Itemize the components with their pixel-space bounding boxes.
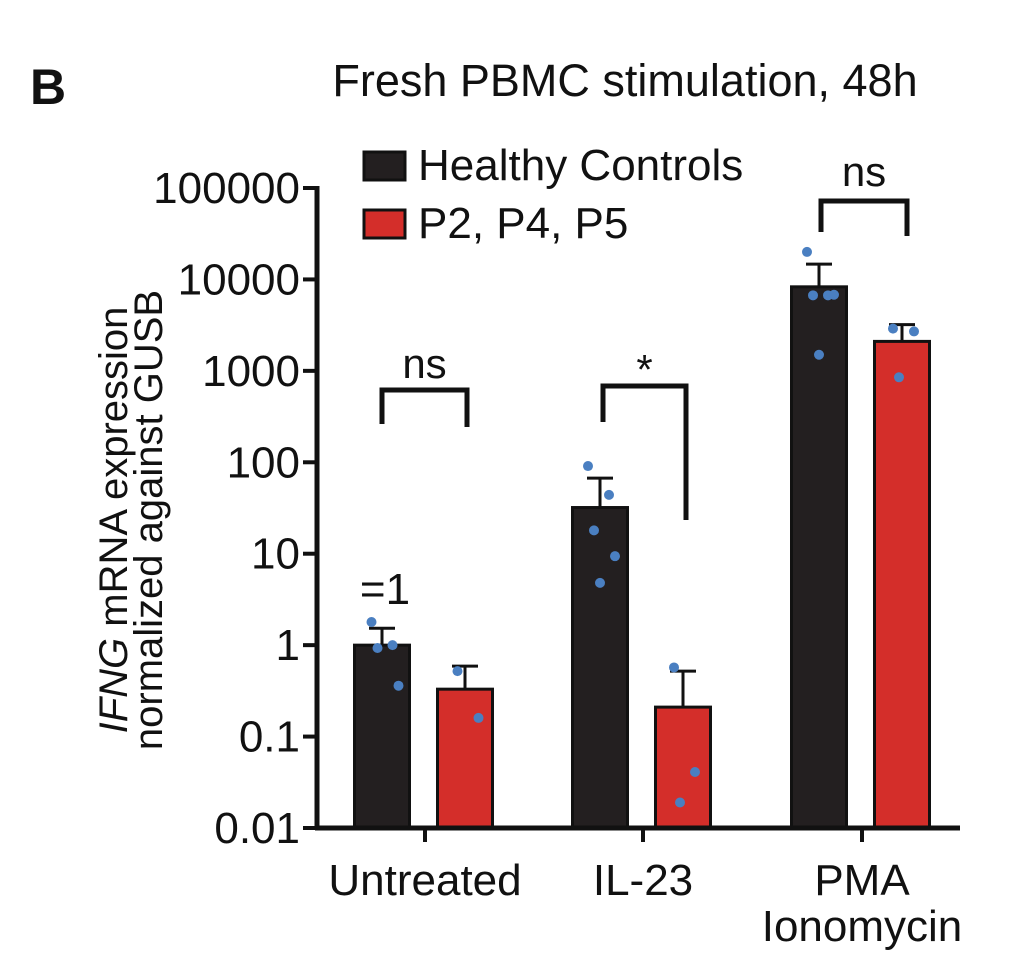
y-tick-label: 10000 <box>178 255 300 304</box>
panel-label: B <box>30 59 66 115</box>
data-point <box>888 323 898 334</box>
x-tick-label: Untreated <box>328 856 521 905</box>
data-point <box>604 489 614 500</box>
y-tick-label: 10 <box>251 530 300 579</box>
chart-title: Fresh PBMC stimulation, 48h <box>332 55 917 106</box>
data-point <box>589 525 599 536</box>
bar <box>654 705 712 830</box>
data-point <box>894 372 904 383</box>
data-point <box>452 666 463 677</box>
x-tick-label: IL-23 <box>593 856 693 905</box>
data-point <box>829 289 839 300</box>
legend-swatch <box>362 208 407 240</box>
data-point <box>814 349 824 360</box>
data-point <box>372 643 383 654</box>
annotation: =1 <box>360 565 410 614</box>
y-label-rest: mRNA expression <box>92 307 136 638</box>
significance-label: ns <box>842 148 886 195</box>
y-axis-label: IFNG mRNA expression normalized against … <box>92 290 171 750</box>
data-point <box>387 640 398 651</box>
y-label-italic: IFNG <box>92 638 136 734</box>
x-tick-label: PMA <box>814 856 910 905</box>
y-label-line2: normalized against GUSB <box>127 290 171 750</box>
data-point <box>669 662 679 673</box>
data-point <box>583 461 593 472</box>
y-tick-label: 100 <box>227 438 300 487</box>
bar <box>353 643 411 830</box>
bar <box>790 285 848 830</box>
data-point <box>473 712 484 723</box>
data-point <box>808 290 818 301</box>
bar <box>873 339 931 830</box>
significance-label: * <box>636 346 652 393</box>
data-point <box>595 577 605 588</box>
data-point <box>675 797 685 808</box>
data-point <box>909 326 919 337</box>
y-tick-label: 100000 <box>153 164 300 213</box>
data-point <box>690 766 700 777</box>
significance-bracket <box>600 383 689 520</box>
legend-swatch <box>362 150 407 182</box>
significance-bracket <box>818 198 910 236</box>
bar <box>436 687 494 830</box>
data-point <box>802 246 812 257</box>
legend-label: Healthy Controls <box>418 141 743 190</box>
significance-label: ns <box>402 340 446 387</box>
y-label-line1: IFNG mRNA expression <box>92 307 136 734</box>
data-point <box>366 617 377 628</box>
x-tick-label: Ionomycin <box>762 902 963 951</box>
y-tick-label: 0.01 <box>214 804 300 853</box>
bar <box>571 506 629 830</box>
y-tick-label: 1 <box>276 621 300 670</box>
data-point <box>393 680 404 691</box>
y-tick-label: 0.1 <box>239 713 300 762</box>
significance-bracket <box>379 387 470 427</box>
data-point <box>610 551 620 562</box>
legend-label: P2, P4, P5 <box>418 199 628 248</box>
y-tick-label: 1000 <box>202 347 300 396</box>
